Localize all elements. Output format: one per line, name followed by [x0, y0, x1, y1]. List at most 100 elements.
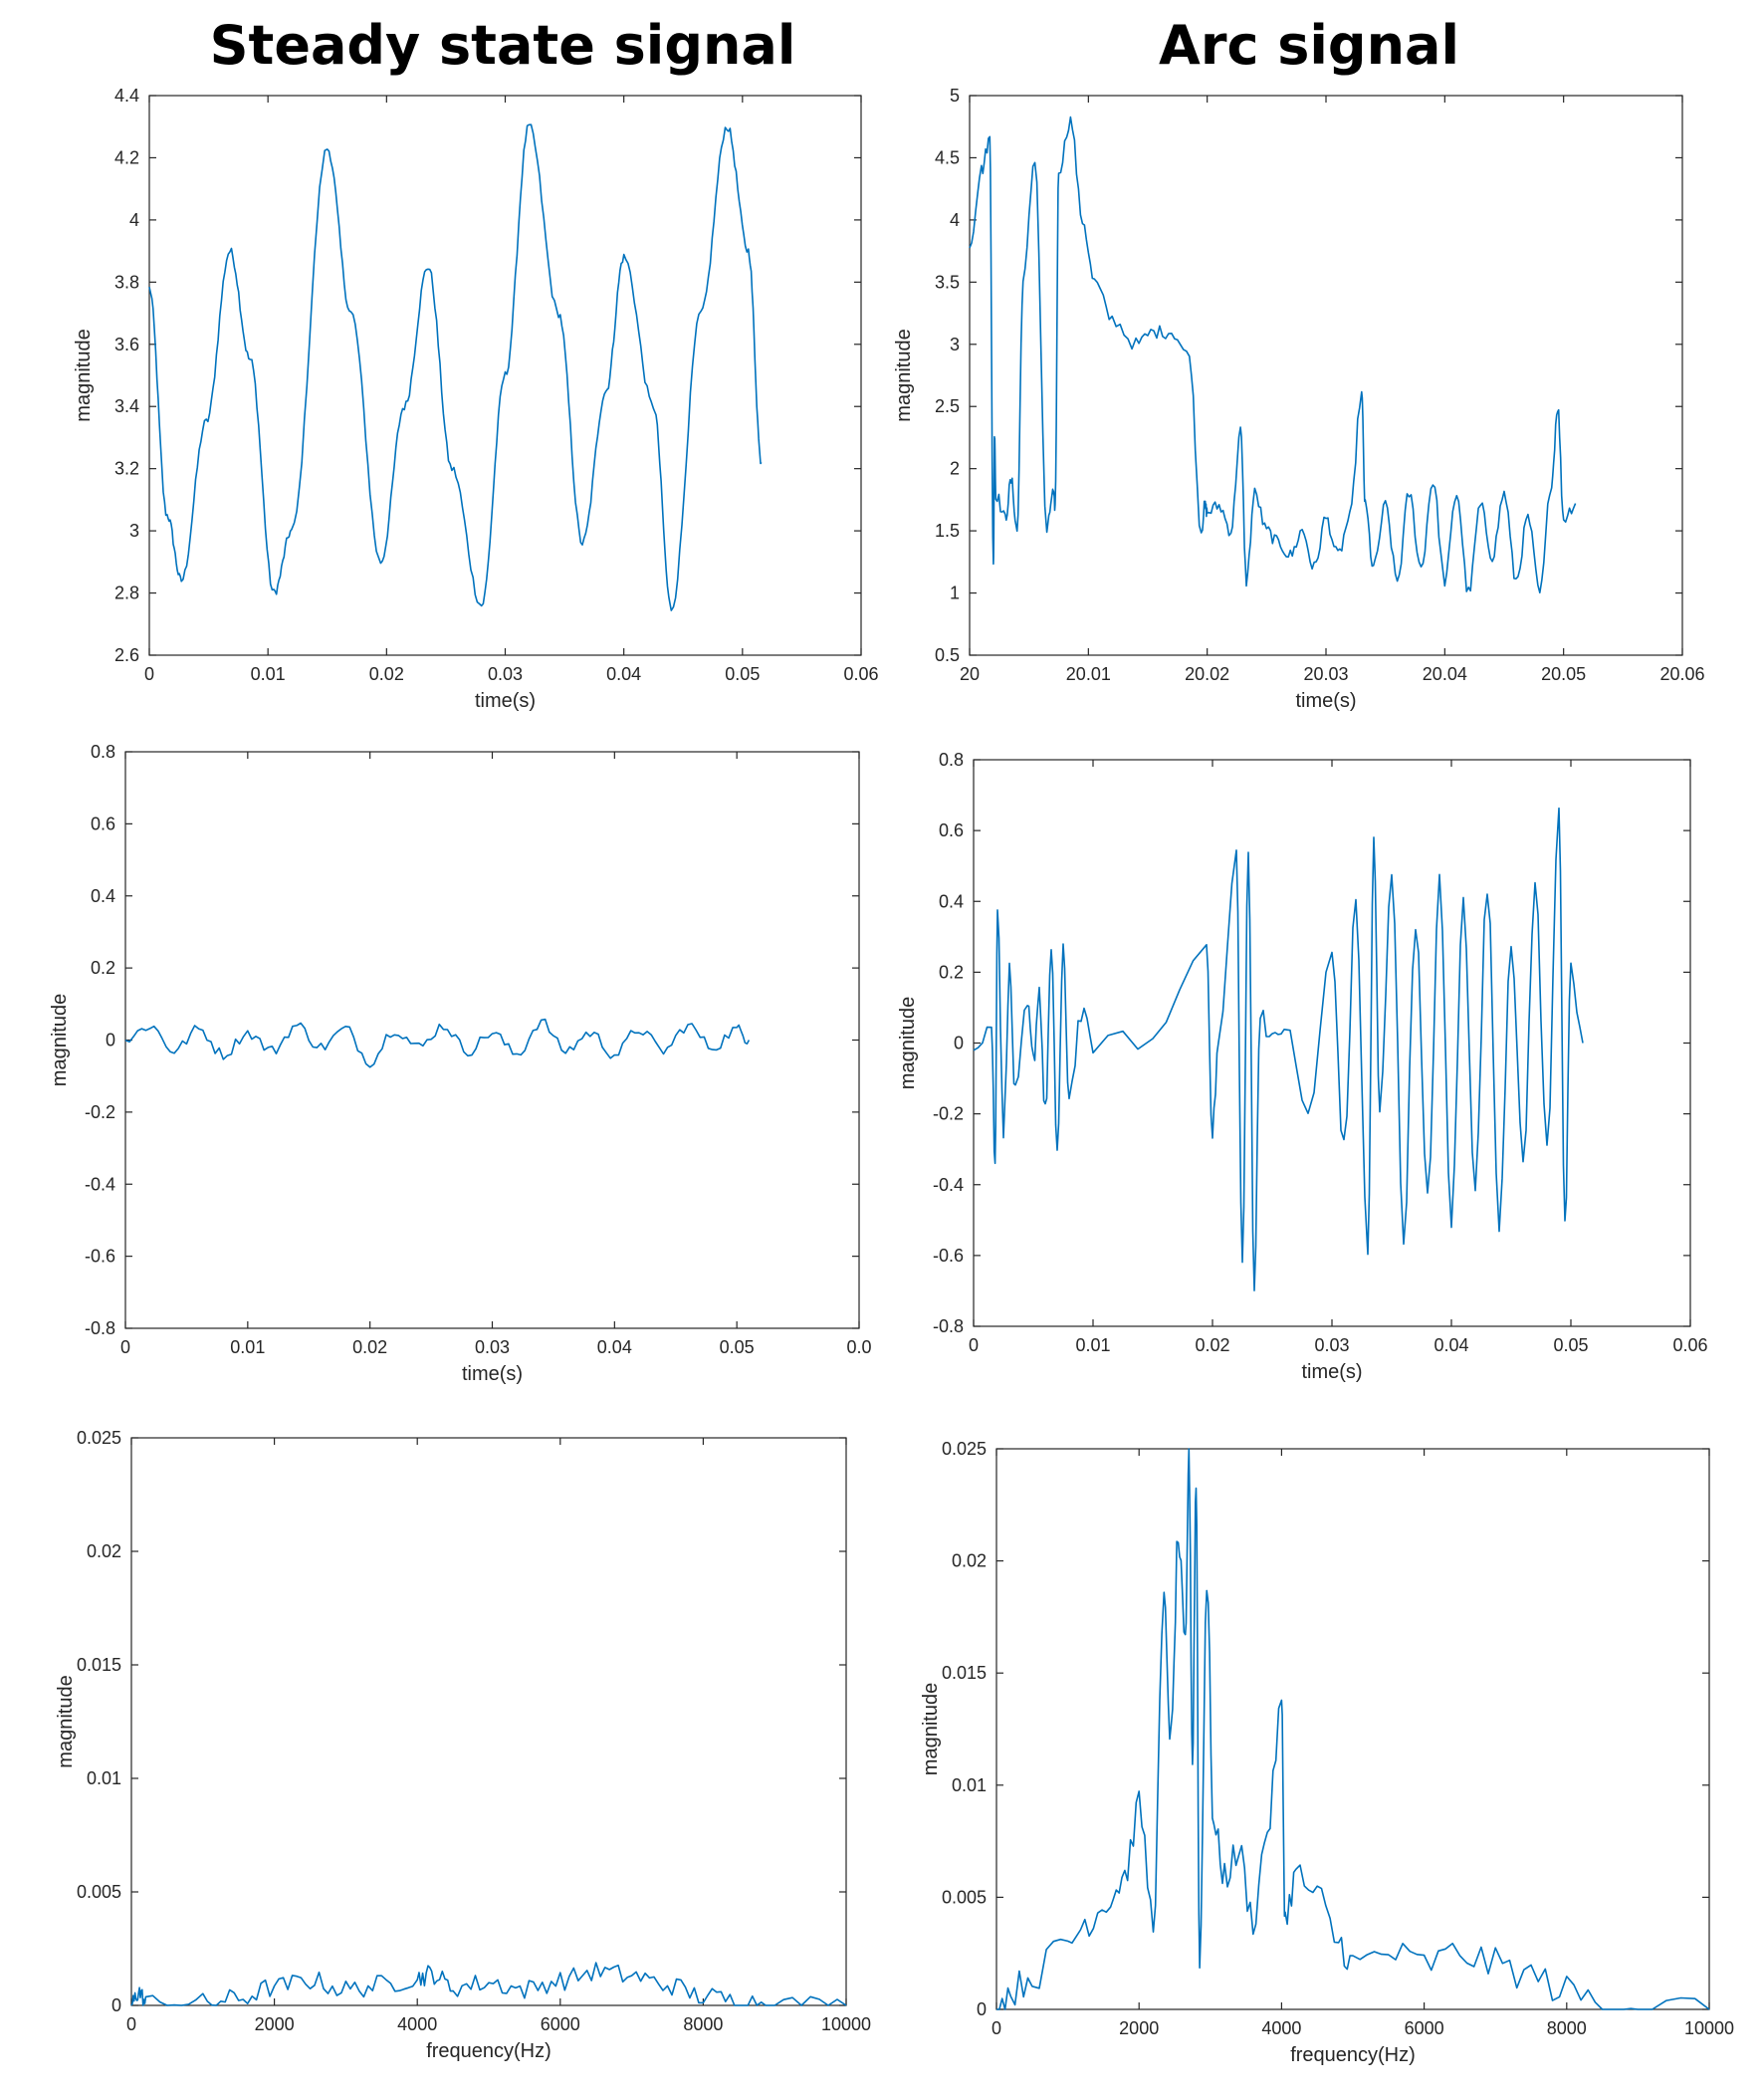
- y-tick-label: 3.8: [114, 272, 139, 292]
- plot-frame: [130, 1437, 847, 2006]
- x-tick-label: 20.01: [1066, 664, 1111, 684]
- x-axis-label: time(s): [475, 690, 536, 712]
- y-axis-label: magnitude: [897, 997, 919, 1089]
- x-tick-label: 4000: [1261, 2018, 1301, 2038]
- y-tick-label: 0.025: [77, 1428, 121, 1448]
- y-tick-label: 0: [954, 1034, 964, 1053]
- y-tick-label: 0.015: [77, 1655, 121, 1675]
- y-tick-label: 3: [950, 335, 960, 354]
- y-tick-label: -0.4: [85, 1174, 115, 1194]
- x-tick-label: 0.06: [1672, 1335, 1707, 1355]
- y-tick-label: 2.8: [114, 583, 139, 603]
- y-tick-label: 3: [129, 521, 139, 541]
- y-axis-label: magnitude: [55, 1675, 77, 1767]
- x-tick-label: 0.04: [597, 1337, 632, 1357]
- plot-steady-filtered: 0 0.01 0.02 0.03 0.04 0.05 0.0 -0.8 -0.6 -0.4 -0.2…: [49, 742, 872, 1385]
- y-tick-label: 0.5: [935, 645, 960, 665]
- x-tick-label: 2000: [1119, 2018, 1159, 2038]
- y-tick-label: 2: [950, 459, 960, 479]
- x-tick-label: 0.0: [846, 1337, 871, 1357]
- y-tick-label: 4: [129, 210, 139, 230]
- x-tick-label: 0.05: [720, 1337, 755, 1357]
- y-tick-label: 4.2: [114, 147, 139, 167]
- plot-frame: [995, 1448, 1710, 2010]
- x-tick-label: 0: [126, 2014, 136, 2034]
- y-tick-label: 0.01: [952, 1775, 987, 1795]
- y-tick-label: 0: [106, 1031, 115, 1050]
- x-axis-label: time(s): [1295, 690, 1356, 712]
- x-tick-label: 0.02: [369, 664, 404, 684]
- y-tick-label: 0.8: [939, 750, 964, 770]
- x-tick-label: 20.03: [1303, 664, 1348, 684]
- x-tick-label: 8000: [1547, 2018, 1587, 2038]
- x-tick-label: 0.04: [1433, 1335, 1468, 1355]
- y-tick-label: 5: [950, 86, 960, 106]
- x-tick-label: 0: [969, 1335, 979, 1355]
- y-tick-label: 2.6: [114, 645, 139, 665]
- x-tick-label: 0.03: [1314, 1335, 1349, 1355]
- x-tick-label: 0.01: [230, 1337, 265, 1357]
- x-tick-label: 0: [120, 1337, 130, 1357]
- y-tick-label: 0.02: [952, 1551, 987, 1571]
- y-tick-label: 0.015: [942, 1663, 987, 1683]
- y-axis-label: magnitude: [73, 329, 95, 421]
- x-tick-label: 20: [960, 664, 980, 684]
- y-axis-label: magnitude: [893, 329, 915, 421]
- series-line: [148, 123, 763, 611]
- y-tick-label: -0.4: [933, 1175, 964, 1195]
- x-tick-label: 0.05: [725, 664, 760, 684]
- series-line: [969, 116, 1577, 593]
- steady-state-title: Steady state signal: [209, 14, 796, 77]
- y-tick-label: -0.2: [85, 1102, 115, 1122]
- x-tick-label: 10000: [821, 2014, 871, 2034]
- y-tick-label: 3.2: [114, 459, 139, 479]
- plot-steady-spectrum: 0 2000 4000 6000 8000 10000 0 0.005 0.01 0.015 0.0…: [55, 1428, 871, 2062]
- series-line: [130, 1962, 847, 2006]
- x-tick-label: 6000: [541, 2014, 580, 2034]
- arc-signal-title: Arc signal: [1159, 14, 1459, 77]
- y-tick-label: -0.6: [933, 1246, 964, 1266]
- x-tick-label: 6000: [1405, 2018, 1444, 2038]
- y-tick-label: 0: [977, 1999, 987, 2019]
- y-tick-label: 0: [111, 1995, 121, 2015]
- y-tick-label: -0.2: [933, 1104, 964, 1124]
- x-tick-label: 4000: [397, 2014, 437, 2034]
- y-tick-label: 0.02: [87, 1541, 121, 1561]
- x-axis-label: time(s): [1301, 1361, 1362, 1383]
- x-tick-label: 0: [992, 2018, 1001, 2038]
- x-tick-label: 20.05: [1541, 664, 1586, 684]
- x-tick-label: 20.02: [1185, 664, 1229, 684]
- x-tick-label: 2000: [255, 2014, 295, 2034]
- plot-arc-filtered: 0 0.01 0.02 0.03 0.04 0.05 0.06 -0.8 -0.6 -0.4 -0.…: [897, 750, 1708, 1383]
- y-tick-label: 2.5: [935, 396, 960, 416]
- y-tick-label: 4: [950, 210, 960, 230]
- x-tick-label: 20.06: [1659, 664, 1704, 684]
- y-tick-label: 0.01: [87, 1768, 121, 1788]
- y-tick-label: 0.025: [942, 1439, 987, 1459]
- series-line: [996, 1448, 1710, 2010]
- y-tick-label: 0.8: [91, 742, 115, 762]
- y-tick-label: -0.8: [933, 1316, 964, 1336]
- x-tick-label: 20.04: [1423, 664, 1467, 684]
- y-tick-label: 0.005: [77, 1882, 121, 1902]
- x-tick-label: 0.01: [251, 664, 286, 684]
- plot-arc-raw: 20 20.01 20.02 20.03 20.04 20.05 20.06 0.5 1 1.5 2…: [893, 86, 1705, 712]
- y-tick-label: 3.5: [935, 272, 960, 292]
- y-tick-label: 0.2: [91, 958, 115, 978]
- series-line: [973, 807, 1584, 1291]
- x-tick-label: 0.03: [488, 664, 523, 684]
- y-tick-label: 0.6: [939, 820, 964, 840]
- series-line: [124, 1018, 751, 1068]
- y-tick-label: 0.2: [939, 962, 964, 982]
- x-tick-label: 0.04: [606, 664, 641, 684]
- x-tick-label: 0.03: [475, 1337, 510, 1357]
- y-tick-label: 4.5: [935, 147, 960, 167]
- y-tick-label: 1.5: [935, 521, 960, 541]
- x-tick-label: 0.02: [1195, 1335, 1229, 1355]
- y-tick-label: 3.6: [114, 335, 139, 354]
- y-tick-label: 1: [950, 583, 960, 603]
- x-axis-label: frequency(Hz): [1290, 2044, 1416, 2066]
- x-tick-label: 0.05: [1553, 1335, 1588, 1355]
- y-tick-label: 0.4: [91, 886, 115, 906]
